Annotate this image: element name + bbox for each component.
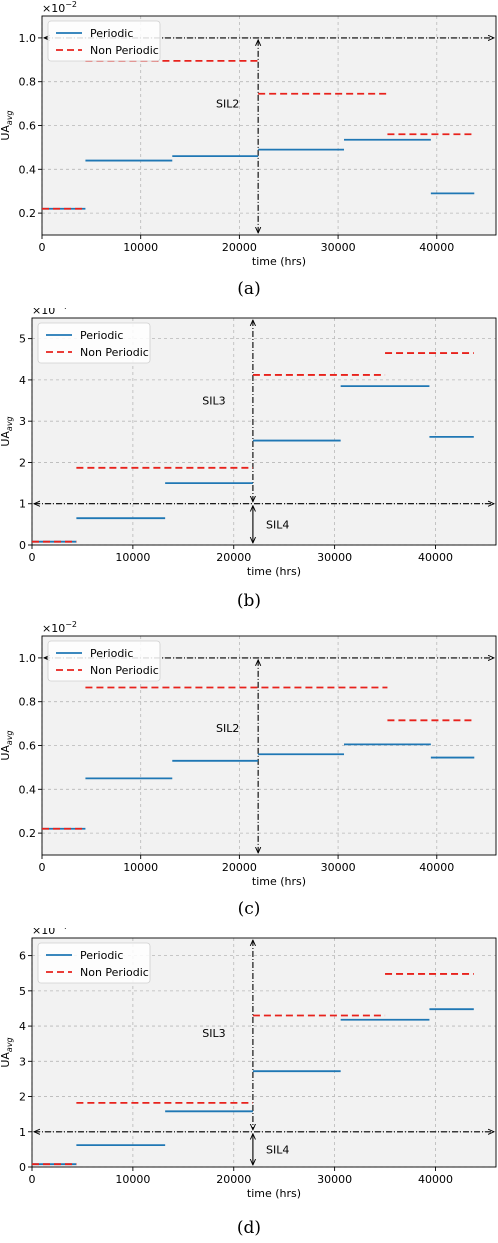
chart-panel-b: 0 10000 20000 30000 40000 0 1 2 3 4 5 time (hrs) UAa… <box>0 302 498 612</box>
x-tick-label: 30000 <box>317 551 352 564</box>
scale-factor: ×10−2 <box>42 620 77 635</box>
y-tick-label: 0.2 <box>19 827 37 840</box>
figure-caption: (a) <box>237 279 260 299</box>
x-tick-label: 10000 <box>115 551 150 564</box>
x-tick-label: 0 <box>39 241 46 254</box>
chart-panel-c: 0 10000 20000 30000 40000 0.2 0.4 0.6 0.8 1.0 time… <box>0 620 498 920</box>
x-axis-label: time (hrs) <box>252 255 306 268</box>
x-tick-label: 40000 <box>419 861 454 874</box>
x-tick-label: 0 <box>39 861 46 874</box>
scale-factor: ×10−4 <box>32 928 67 937</box>
sil-annotation: SIL3 <box>202 1027 225 1040</box>
y-tick-label: 2 <box>19 456 26 469</box>
figure-caption: (c) <box>238 899 261 919</box>
x-tick-label: 10000 <box>115 1173 150 1186</box>
x-tick-label: 20000 <box>216 551 251 564</box>
chart-svg-a: 0 10000 20000 30000 40000 0.2 0.4 0.6 0.8 1.0 time… <box>0 0 497 299</box>
y-tick-label: 0.4 <box>19 783 37 796</box>
scale-factor: ×10−2 <box>42 0 77 15</box>
x-tick-label: 20000 <box>222 861 257 874</box>
x-tick-label: 0 <box>29 551 36 564</box>
sil-annotation: SIL4 <box>266 1143 289 1156</box>
y-tick-label: 6 <box>19 950 26 963</box>
chart-svg-b: 0 10000 20000 30000 40000 0 1 2 3 4 5 time (hrs) UAa… <box>0 302 497 611</box>
legend-box <box>47 640 161 682</box>
x-tick-label: 0 <box>29 1173 36 1186</box>
y-tick-label: 5 <box>19 333 26 346</box>
sil-annotation: SIL3 <box>202 395 225 408</box>
sil-annotation: SIL4 <box>266 518 289 531</box>
legend-non-periodic-label: Non Periodic <box>80 966 149 979</box>
y-tick-label: 4 <box>19 1020 26 1033</box>
chart-panel-a: 0 10000 20000 30000 40000 0.2 0.4 0.6 0.8 1.0 time… <box>0 0 498 300</box>
axes-frame <box>31 317 497 546</box>
y-tick-label: 0.8 <box>19 76 37 89</box>
x-tick-label: 30000 <box>317 1173 352 1186</box>
x-tick-label: 10000 <box>123 861 158 874</box>
x-axis-label: time (hrs) <box>247 1187 301 1200</box>
chart-svg-d: 0 10000 20000 30000 40000 0 1 2 3 4 5 6 time (hrs) UA… <box>0 922 497 1238</box>
y-tick-label: 1 <box>19 1126 26 1139</box>
y-tick-label: 3 <box>19 1055 26 1068</box>
legend-periodic-label: Periodic <box>90 647 133 660</box>
y-tick-label: 5 <box>19 985 26 998</box>
y-tick-label: 0.6 <box>19 120 37 133</box>
figure-caption: (d) <box>237 1218 261 1238</box>
y-axis-label: UAavg <box>0 1037 14 1067</box>
legend-periodic-label: Periodic <box>80 949 123 962</box>
x-tick-label: 40000 <box>418 551 453 564</box>
y-tick-label: 2 <box>19 1091 26 1104</box>
x-tick-label: 40000 <box>419 241 454 254</box>
y-tick-label: 0.2 <box>19 207 37 220</box>
y-tick-label: 4 <box>19 374 26 387</box>
y-axis-label: UAavg <box>0 110 14 140</box>
x-tick-label: 30000 <box>321 241 356 254</box>
y-tick-label: 0.8 <box>19 696 37 709</box>
x-tick-label: 30000 <box>321 861 356 874</box>
y-tick-label: 0.6 <box>19 740 37 753</box>
y-tick-label: 3 <box>19 415 26 428</box>
y-tick-label: 0 <box>19 539 26 552</box>
y-tick-label: 1 <box>19 498 26 511</box>
legend-non-periodic-label: Non Periodic <box>90 664 159 677</box>
x-tick-label: 10000 <box>123 241 158 254</box>
x-tick-label: 40000 <box>418 1173 453 1186</box>
legend-periodic-label: Periodic <box>90 27 133 40</box>
y-tick-label: 0.4 <box>19 163 37 176</box>
sil-annotation: SIL2 <box>216 98 239 111</box>
y-axis-label: UAavg <box>0 416 14 446</box>
scale-factor: ×10−4 <box>32 308 67 317</box>
y-tick-label: 1.0 <box>19 32 37 45</box>
figure-caption: (b) <box>237 591 261 611</box>
x-axis-label: time (hrs) <box>252 875 306 888</box>
x-tick-label: 20000 <box>222 241 257 254</box>
legend-box <box>47 20 161 62</box>
axes-frame <box>31 937 497 1168</box>
legend-box <box>37 942 151 984</box>
sil-annotation: SIL2 <box>216 722 239 735</box>
y-tick-label: 0 <box>19 1161 26 1174</box>
x-axis-label: time (hrs) <box>247 565 301 578</box>
x-tick-label: 20000 <box>216 1173 251 1186</box>
legend-non-periodic-label: Non Periodic <box>80 346 149 359</box>
legend-non-periodic-label: Non Periodic <box>90 44 159 57</box>
y-axis-label: UAavg <box>0 730 14 760</box>
chart-panel-d: 0 10000 20000 30000 40000 0 1 2 3 4 5 6 time (hrs) UA… <box>0 922 498 1239</box>
y-tick-label: 1.0 <box>19 652 37 665</box>
legend-periodic-label: Periodic <box>80 329 123 342</box>
chart-svg-c: 0 10000 20000 30000 40000 0.2 0.4 0.6 0.8 1.0 time… <box>0 620 497 919</box>
legend-box <box>37 322 151 364</box>
